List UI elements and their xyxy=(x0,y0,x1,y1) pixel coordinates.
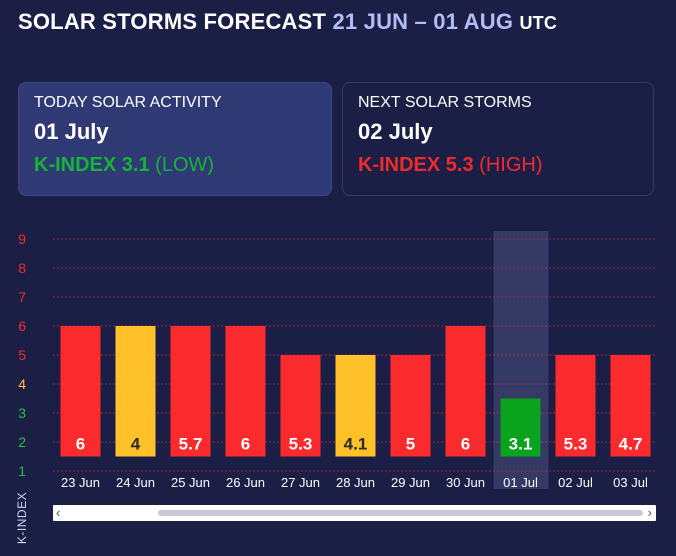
today-card-kindex: K-INDEX 3.1 (LOW) xyxy=(34,154,316,177)
bar-value-label: 6 xyxy=(461,435,470,454)
bar xyxy=(335,355,376,457)
y-tick-label: 4 xyxy=(18,376,26,392)
bar xyxy=(115,326,156,457)
bar xyxy=(60,326,101,457)
bar-value-label: 6 xyxy=(241,435,250,454)
bar xyxy=(500,398,541,457)
next-card-label: NEXT SOLAR STORMS xyxy=(358,94,532,111)
next-card-date: 02 July xyxy=(358,119,433,144)
today-activity-card: TODAY SOLAR ACTIVITY 01 July K-INDEX 3.1… xyxy=(18,82,332,196)
y-tick-label: 8 xyxy=(18,260,26,276)
bar xyxy=(555,355,596,457)
x-tick-label: 27 Jun xyxy=(281,475,320,490)
x-tick-label: 25 Jun xyxy=(171,475,210,490)
next-kindex-level: (HIGH) xyxy=(479,154,543,176)
x-tick-label: 03 Jul xyxy=(613,475,648,490)
chart-scrollbar[interactable]: ‹ › xyxy=(53,505,656,521)
bar-value-label: 4.7 xyxy=(619,435,643,454)
today-kindex-level: (LOW) xyxy=(155,154,215,176)
bar xyxy=(390,355,431,457)
title-date-range: 21 JUN – 01 AUG xyxy=(332,9,514,34)
title-main: SOLAR STORMS FORECAST xyxy=(18,9,327,34)
next-kindex-value: K-INDEX 5.3 xyxy=(358,154,474,176)
y-tick-label: 2 xyxy=(18,434,26,450)
bar xyxy=(610,355,651,457)
today-card-label: TODAY SOLAR ACTIVITY xyxy=(34,94,222,111)
x-tick-label: 23 Jun xyxy=(61,475,100,490)
x-tick-label: 01 Jul xyxy=(503,475,538,490)
scrollbar-thumb[interactable] xyxy=(158,510,643,516)
bar xyxy=(445,326,486,457)
kindex-bar-chart: 1 2 3 4 5 6 7 8 9 6 23 Jun 4 24 Jun 5.7 25 Jun 6 26 Jun 5… xyxy=(18,231,656,490)
bar xyxy=(280,355,321,457)
y-tick-label: 6 xyxy=(18,318,26,334)
next-card-kindex: K-INDEX 5.3 (HIGH) xyxy=(358,154,638,177)
next-storms-card: NEXT SOLAR STORMS 02 July K-INDEX 5.3 (H… xyxy=(342,82,654,196)
x-tick-label: 28 Jun xyxy=(336,475,375,490)
y-tick-label: 1 xyxy=(18,463,26,479)
today-card-date: 01 July xyxy=(34,119,109,144)
bar-value-label: 5 xyxy=(406,435,415,454)
x-tick-label: 02 Jul xyxy=(558,475,593,490)
y-tick-label: 3 xyxy=(18,405,26,421)
bar-value-label: 6 xyxy=(76,435,85,454)
bar-value-label: 5.3 xyxy=(289,435,313,454)
bar-value-label: 5.7 xyxy=(179,435,203,454)
x-tick-label: 29 Jun xyxy=(391,475,430,490)
today-kindex-value: K-INDEX 3.1 xyxy=(34,154,150,176)
x-tick-label: 26 Jun xyxy=(226,475,265,490)
bar-value-label: 5.3 xyxy=(564,435,588,454)
x-tick-label: 24 Jun xyxy=(116,475,155,490)
bar-value-label: 4 xyxy=(131,435,141,454)
x-tick-label: 30 Jun xyxy=(446,475,485,490)
y-tick-label: 9 xyxy=(18,231,26,247)
bar-value-label: 3.1 xyxy=(509,435,533,454)
y-axis-title-text: K-INDEX xyxy=(15,491,29,545)
title-timezone: UTC xyxy=(519,13,558,33)
scroll-left-arrow-icon[interactable]: ‹ xyxy=(56,505,61,520)
page-title: SOLAR STORMS FORECAST 21 JUN – 01 AUG UT… xyxy=(18,9,557,35)
bar xyxy=(170,326,211,457)
bar-value-label: 4.1 xyxy=(344,435,368,454)
scroll-right-arrow-icon[interactable]: › xyxy=(647,505,652,520)
bar xyxy=(225,326,266,457)
y-tick-label: 5 xyxy=(18,347,26,363)
y-tick-label: 7 xyxy=(18,289,26,305)
y-axis-title: K-INDEX xyxy=(2,488,42,548)
